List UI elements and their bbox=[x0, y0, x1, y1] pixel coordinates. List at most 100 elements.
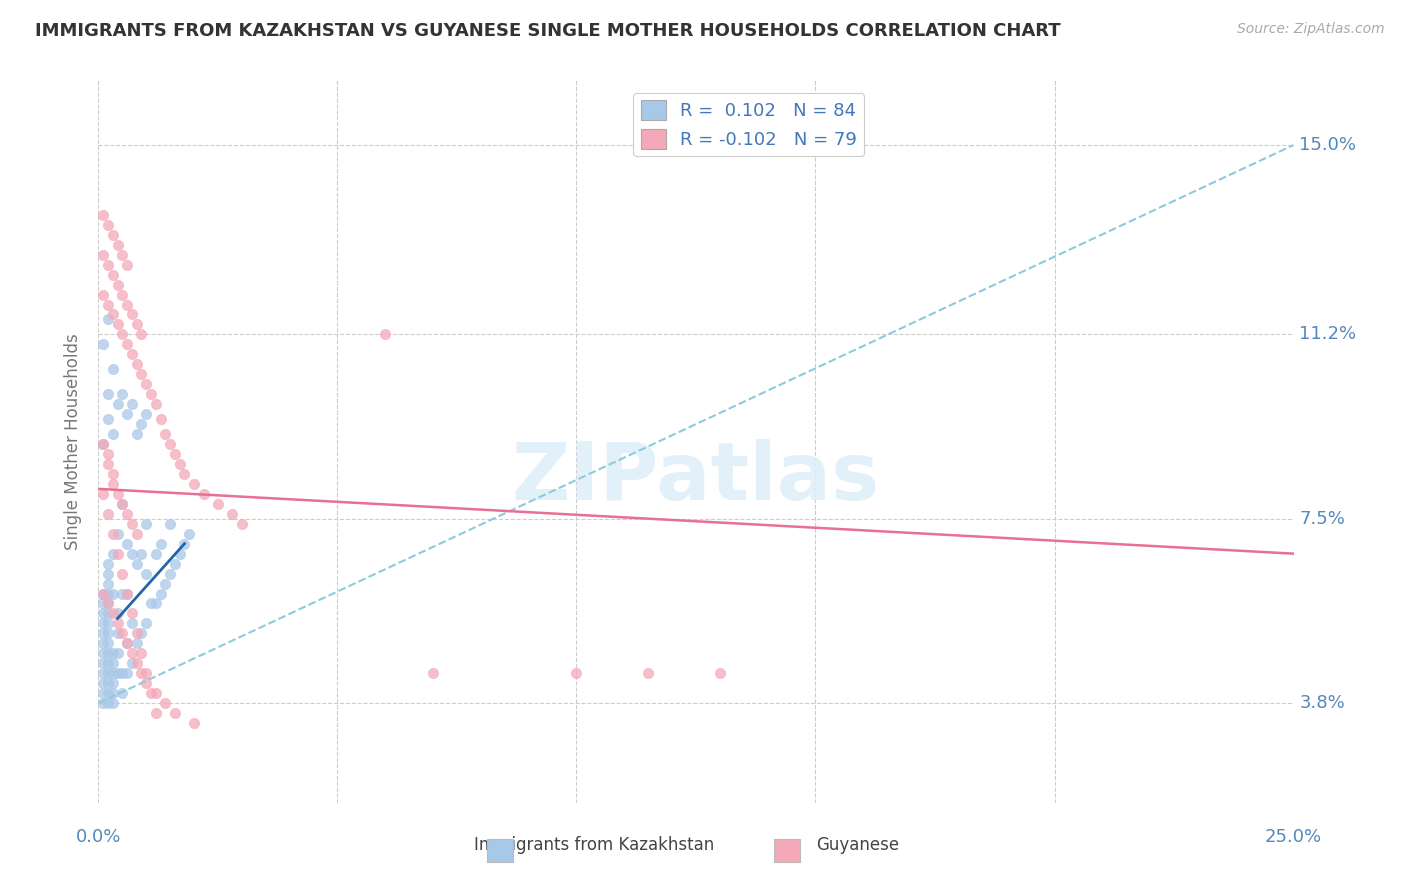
Text: 11.2%: 11.2% bbox=[1299, 326, 1357, 343]
Point bbox=[91, 646, 114, 660]
Point bbox=[131, 368, 153, 382]
Point bbox=[111, 387, 134, 401]
Point bbox=[115, 586, 138, 600]
Point bbox=[149, 412, 172, 426]
Point bbox=[97, 218, 120, 232]
Text: Source: ZipAtlas.com: Source: ZipAtlas.com bbox=[1237, 22, 1385, 37]
Point bbox=[139, 387, 162, 401]
Point bbox=[115, 666, 138, 681]
Point bbox=[179, 526, 201, 541]
Point bbox=[97, 676, 120, 690]
Point bbox=[107, 397, 129, 411]
Point bbox=[97, 457, 120, 471]
Point bbox=[101, 666, 124, 681]
Point bbox=[115, 537, 138, 551]
Point bbox=[135, 377, 157, 392]
Point bbox=[135, 407, 157, 421]
Point bbox=[125, 657, 148, 671]
Point bbox=[91, 636, 114, 650]
Point bbox=[97, 507, 120, 521]
Point bbox=[91, 657, 114, 671]
Point bbox=[111, 497, 134, 511]
Point bbox=[91, 437, 114, 451]
Point bbox=[125, 526, 148, 541]
Point bbox=[97, 626, 120, 640]
Point bbox=[121, 657, 143, 671]
Point bbox=[97, 447, 120, 461]
Legend: R =  0.102   N = 84, R = -0.102   N = 79: R = 0.102 N = 84, R = -0.102 N = 79 bbox=[633, 93, 865, 156]
Point bbox=[91, 586, 114, 600]
Point bbox=[115, 407, 138, 421]
Point bbox=[97, 597, 120, 611]
Point bbox=[135, 616, 157, 631]
Point bbox=[91, 208, 114, 222]
Point bbox=[111, 666, 134, 681]
Point bbox=[97, 387, 120, 401]
Point bbox=[101, 526, 124, 541]
Point bbox=[121, 516, 143, 531]
Point bbox=[91, 597, 114, 611]
Point bbox=[135, 666, 157, 681]
Point bbox=[159, 566, 181, 581]
Point bbox=[125, 636, 148, 650]
Point bbox=[107, 526, 129, 541]
Point bbox=[115, 586, 138, 600]
Text: Immigrants from Kazakhstan: Immigrants from Kazakhstan bbox=[474, 836, 714, 854]
Point bbox=[163, 557, 186, 571]
Point bbox=[97, 607, 120, 621]
Point bbox=[115, 258, 138, 272]
Text: ZIPatlas: ZIPatlas bbox=[512, 439, 880, 516]
Point bbox=[97, 586, 120, 600]
Point bbox=[183, 716, 205, 731]
Point bbox=[111, 287, 134, 301]
Point bbox=[159, 437, 181, 451]
Point bbox=[101, 586, 124, 600]
Point bbox=[125, 626, 148, 640]
Text: 7.5%: 7.5% bbox=[1299, 509, 1346, 528]
Point bbox=[125, 357, 148, 371]
Point bbox=[101, 657, 124, 671]
Point bbox=[101, 227, 124, 242]
Point bbox=[111, 327, 134, 342]
Point bbox=[111, 566, 134, 581]
Point bbox=[115, 636, 138, 650]
Point bbox=[97, 557, 120, 571]
Point bbox=[91, 616, 114, 631]
Point bbox=[131, 417, 153, 431]
Point bbox=[155, 427, 177, 442]
Point bbox=[193, 487, 215, 501]
Point bbox=[221, 507, 243, 521]
Point bbox=[149, 586, 172, 600]
Point bbox=[145, 706, 167, 720]
Point bbox=[97, 646, 120, 660]
Point bbox=[101, 268, 124, 282]
Text: 0.0%: 0.0% bbox=[76, 828, 121, 846]
Point bbox=[374, 327, 396, 342]
Point bbox=[101, 476, 124, 491]
Point bbox=[111, 686, 134, 700]
Point bbox=[101, 676, 124, 690]
Point bbox=[121, 347, 143, 361]
Point bbox=[121, 547, 143, 561]
Point bbox=[107, 626, 129, 640]
Point bbox=[125, 557, 148, 571]
Point bbox=[91, 686, 114, 700]
Point bbox=[163, 706, 186, 720]
Point bbox=[125, 318, 148, 332]
Point bbox=[101, 646, 124, 660]
Point bbox=[97, 657, 120, 671]
Point bbox=[115, 507, 138, 521]
Point bbox=[101, 696, 124, 710]
Point bbox=[173, 537, 195, 551]
Point bbox=[101, 362, 124, 376]
Y-axis label: Single Mother Households: Single Mother Households bbox=[65, 334, 83, 549]
Point bbox=[97, 566, 120, 581]
Point bbox=[91, 607, 114, 621]
Text: IMMIGRANTS FROM KAZAKHSTAN VS GUYANESE SINGLE MOTHER HOUSEHOLDS CORRELATION CHAR: IMMIGRANTS FROM KAZAKHSTAN VS GUYANESE S… bbox=[35, 22, 1060, 40]
Point bbox=[131, 666, 153, 681]
Point bbox=[155, 576, 177, 591]
Point bbox=[159, 516, 181, 531]
Point bbox=[97, 597, 120, 611]
Point bbox=[169, 457, 191, 471]
Point bbox=[107, 318, 129, 332]
